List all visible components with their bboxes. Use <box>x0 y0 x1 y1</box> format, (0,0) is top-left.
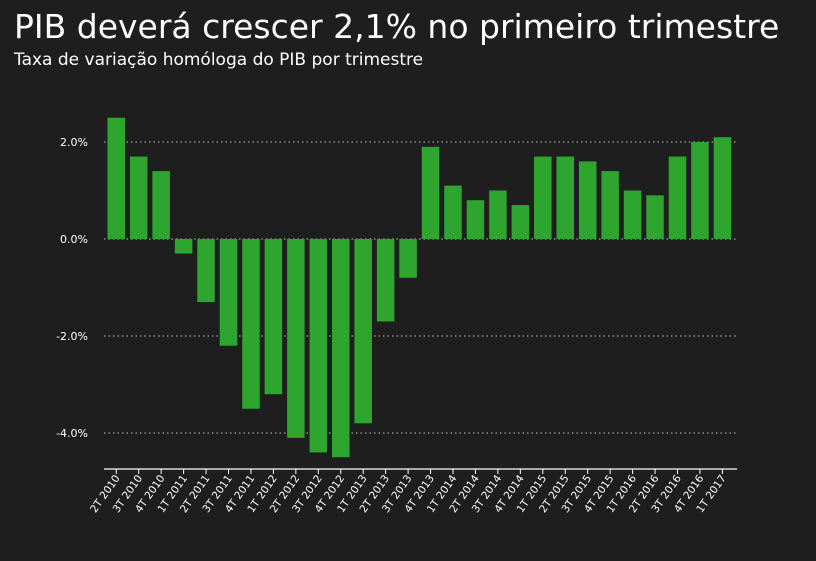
bar <box>623 190 642 239</box>
bar <box>601 171 619 239</box>
bar <box>197 239 215 303</box>
bar <box>219 239 238 346</box>
bar <box>556 156 574 239</box>
bar <box>713 137 732 239</box>
bar <box>444 185 462 239</box>
bar <box>376 239 395 322</box>
bar <box>287 239 305 438</box>
bar <box>152 171 170 239</box>
bar <box>691 142 709 239</box>
y-tick-label: -2.0% <box>56 330 88 343</box>
y-tick-label: 2.0% <box>60 136 88 149</box>
bar <box>421 146 440 239</box>
bar <box>489 190 507 239</box>
bar <box>578 161 597 239</box>
bar <box>174 239 193 254</box>
bar <box>534 156 552 239</box>
bar <box>399 239 417 278</box>
bar <box>264 239 283 395</box>
bar <box>354 239 372 424</box>
chart-title: PIB deverá crescer 2,1% no primeiro trim… <box>14 7 780 46</box>
bar <box>466 200 485 239</box>
y-axis-tick-labels: 2.0% 0.0% -2.0% -4.0% <box>56 136 88 440</box>
bar <box>107 117 125 239</box>
bar <box>309 239 328 453</box>
bar <box>242 239 260 409</box>
bar <box>129 156 148 239</box>
bar <box>668 156 687 239</box>
bar <box>332 239 350 458</box>
bar <box>646 195 664 239</box>
y-tick-label: 0.0% <box>60 233 88 246</box>
y-tick-label: -4.0% <box>56 427 88 440</box>
chart-subtitle: Taxa de variação homóloga do PIB por tri… <box>14 50 424 70</box>
bar <box>511 205 530 239</box>
x-axis <box>104 468 737 474</box>
bars <box>107 117 732 458</box>
